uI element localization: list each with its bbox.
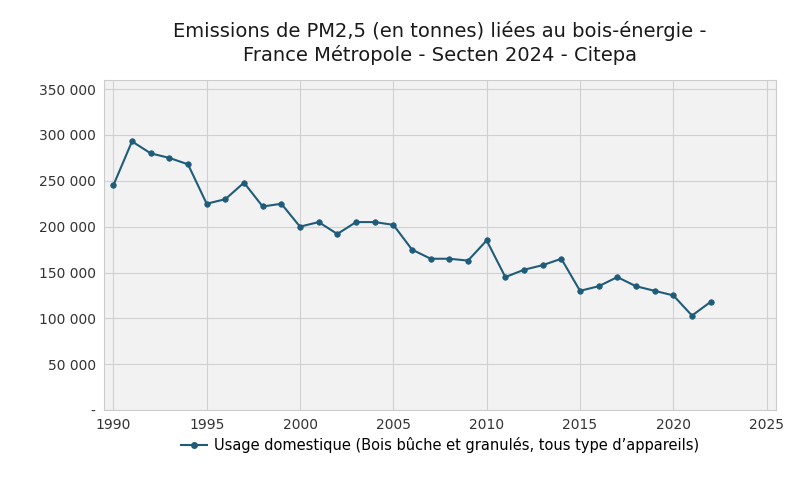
Usage domestique (Bois bûche et granulés, tous type d’appareils) xyxy=(538,262,547,268)
Usage domestique (Bois bûche et granulés, tous type d’appareils) xyxy=(482,238,491,244)
Usage domestique (Bois bûche et granulés, tous type d’appareils) xyxy=(202,200,211,206)
Usage domestique (Bois bûche et granulés, tous type d’appareils) xyxy=(258,204,267,210)
Usage domestique (Bois bûche et granulés, tous type d’appareils) xyxy=(501,274,510,280)
Usage domestique (Bois bûche et granulés, tous type d’appareils) xyxy=(221,196,230,202)
Usage domestique (Bois bûche et granulés, tous type d’appareils) xyxy=(407,246,417,252)
Usage domestique (Bois bûche et granulés, tous type d’appareils) xyxy=(351,219,361,225)
Usage domestique (Bois bûche et granulés, tous type d’appareils) xyxy=(463,258,473,264)
Usage domestique (Bois bûche et granulés, tous type d’appareils) xyxy=(706,299,715,305)
Usage domestique (Bois bûche et granulés, tous type d’appareils) xyxy=(295,224,305,230)
Usage domestique (Bois bûche et granulés, tous type d’appareils) xyxy=(183,162,193,168)
Usage domestique (Bois bûche et granulés, tous type d’appareils) xyxy=(127,138,137,144)
Usage domestique (Bois bûche et granulés, tous type d’appareils) xyxy=(277,200,286,206)
Usage domestique (Bois bûche et granulés, tous type d’appareils) xyxy=(687,312,697,318)
Usage domestique (Bois bûche et granulés, tous type d’appareils) xyxy=(631,283,641,289)
Usage domestique (Bois bûche et granulés, tous type d’appareils) xyxy=(594,283,603,289)
Legend: Usage domestique (Bois bûche et granulés, tous type d’appareils): Usage domestique (Bois bûche et granulés… xyxy=(175,431,705,459)
Usage domestique (Bois bûche et granulés, tous type d’appareils) xyxy=(109,182,118,188)
Usage domestique (Bois bûche et granulés, tous type d’appareils) xyxy=(650,288,659,294)
Usage domestique (Bois bûche et granulés, tous type d’appareils) xyxy=(146,150,155,156)
Title: Emissions de PM2,5 (en tonnes) liées au bois-énergie -
France Métropole - Secten: Emissions de PM2,5 (en tonnes) liées au … xyxy=(174,22,706,64)
Usage domestique (Bois bûche et granulés, tous type d’appareils) xyxy=(519,266,529,272)
Usage domestique (Bois bûche et granulés, tous type d’appareils) xyxy=(165,155,174,161)
Line: Usage domestique (Bois bûche et granulés, tous type d’appareils): Usage domestique (Bois bûche et granulés… xyxy=(110,138,714,318)
Usage domestique (Bois bûche et granulés, tous type d’appareils) xyxy=(445,256,454,262)
Usage domestique (Bois bûche et granulés, tous type d’appareils) xyxy=(613,274,622,280)
Usage domestique (Bois bûche et granulés, tous type d’appareils) xyxy=(557,256,566,262)
Usage domestique (Bois bûche et granulés, tous type d’appareils) xyxy=(333,231,342,237)
Usage domestique (Bois bûche et granulés, tous type d’appareils) xyxy=(239,180,249,186)
Usage domestique (Bois bûche et granulés, tous type d’appareils) xyxy=(575,288,585,294)
Usage domestique (Bois bûche et granulés, tous type d’appareils) xyxy=(389,222,398,228)
Usage domestique (Bois bûche et granulés, tous type d’appareils) xyxy=(314,219,323,225)
Usage domestique (Bois bûche et granulés, tous type d’appareils) xyxy=(669,292,678,298)
Usage domestique (Bois bûche et granulés, tous type d’appareils) xyxy=(370,219,379,225)
Usage domestique (Bois bûche et granulés, tous type d’appareils) xyxy=(426,256,435,262)
